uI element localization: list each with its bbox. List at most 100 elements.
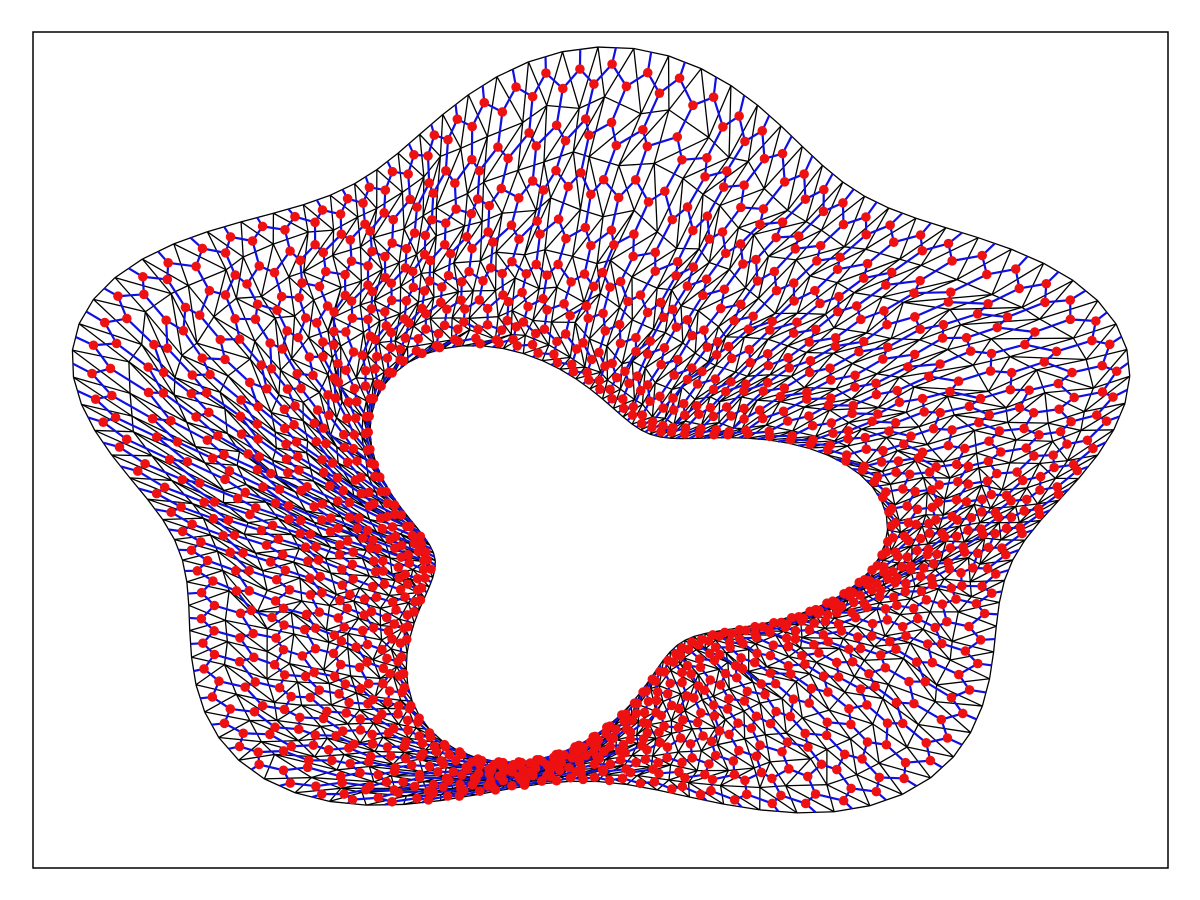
mesh-edge — [324, 547, 332, 559]
mesh-edge — [953, 414, 975, 431]
centroid — [394, 671, 405, 681]
centroid — [881, 547, 892, 557]
mesh-edge — [914, 460, 925, 478]
mesh-edge — [336, 446, 339, 464]
mesh-edge — [709, 261, 730, 270]
mesh-edge — [621, 328, 654, 365]
mesh-edge — [236, 451, 241, 466]
centroid — [628, 402, 639, 412]
mesh-edge — [303, 271, 315, 301]
mesh-edge — [890, 302, 904, 339]
mesh-edge — [826, 738, 851, 750]
mesh-edge — [297, 740, 316, 758]
mesh-edge — [502, 209, 537, 214]
mesh-edge — [824, 313, 835, 329]
mesh-edge — [873, 635, 886, 647]
mesh-edge — [697, 310, 719, 328]
mesh-edge — [662, 693, 682, 703]
centroid — [764, 426, 774, 437]
mesh-edge — [881, 264, 922, 298]
mesh-edge — [466, 136, 489, 194]
mesh-edge — [876, 373, 900, 378]
mesh-edge — [467, 181, 484, 195]
mesh-edge — [861, 428, 887, 439]
mesh-edge — [979, 507, 992, 523]
mesh-edge — [991, 337, 1074, 340]
centroid — [859, 461, 869, 472]
centroid — [360, 428, 371, 439]
mesh-edge — [394, 340, 408, 348]
mesh-edge — [305, 452, 312, 469]
mesh-edge — [413, 317, 431, 327]
centroid — [382, 498, 393, 509]
mesh-edge — [330, 434, 365, 452]
mesh-edge — [271, 411, 304, 422]
mesh-edge — [539, 286, 557, 290]
centroid — [366, 458, 376, 468]
centroid — [508, 334, 519, 345]
centroid — [411, 346, 422, 356]
mesh-edge — [927, 529, 940, 545]
mesh-edge — [257, 590, 268, 612]
mesh-edge — [379, 595, 390, 609]
mesh-edge — [844, 463, 861, 476]
mesh-edge — [291, 358, 329, 376]
mesh-edge — [151, 455, 224, 504]
mesh-edge — [543, 151, 574, 163]
mesh-edge — [433, 291, 459, 298]
mesh-edge — [290, 612, 295, 635]
mesh-edge — [589, 338, 608, 347]
centroid — [412, 585, 423, 595]
mesh-edge — [128, 361, 175, 396]
mesh-edge — [254, 340, 282, 371]
mesh-edge — [937, 588, 959, 613]
centroid — [425, 732, 436, 742]
mesh-edge — [583, 293, 601, 303]
mesh-edge — [254, 317, 276, 342]
mesh-edge — [249, 341, 256, 360]
mesh-edge — [373, 285, 401, 302]
mesh-edge — [501, 170, 519, 214]
mesh-edge — [303, 229, 335, 273]
mesh-edge — [644, 367, 656, 384]
mesh-edge — [810, 748, 828, 760]
mesh-edge — [835, 388, 853, 400]
mesh-edge — [781, 680, 797, 699]
mesh-edge — [919, 339, 948, 351]
mesh-edge — [861, 411, 907, 430]
mesh-edge — [359, 709, 374, 724]
mesh-edge — [372, 237, 400, 264]
centroid — [636, 418, 647, 429]
mesh-edge — [187, 285, 215, 318]
centroid — [399, 623, 410, 633]
mesh-edge — [910, 598, 931, 613]
mesh-edge — [602, 165, 620, 217]
mesh-edge — [525, 334, 550, 346]
mesh-edge — [483, 181, 503, 214]
mesh-edge — [298, 737, 328, 742]
mesh-edge — [596, 210, 635, 264]
mesh-edge — [532, 288, 540, 321]
centroid — [449, 334, 460, 345]
centroid — [471, 333, 481, 344]
mesh-edge — [1007, 392, 1046, 423]
mesh-edge — [330, 572, 361, 589]
mesh-edge — [517, 161, 545, 171]
mesh-edge — [362, 332, 368, 356]
mesh-edge — [532, 319, 552, 323]
mesh-edge — [336, 765, 370, 771]
centroid — [607, 393, 617, 404]
mesh-edge — [972, 364, 990, 392]
mesh-edge — [219, 391, 276, 433]
mesh-edge — [453, 221, 483, 264]
mesh-edge — [495, 209, 537, 253]
centroid — [594, 375, 605, 386]
mesh-edge — [331, 345, 342, 359]
mesh-edge — [863, 646, 875, 661]
centroid — [393, 656, 403, 667]
mesh-edge — [702, 157, 730, 195]
mesh-edge — [684, 710, 693, 730]
mesh-edge — [337, 462, 353, 486]
centroid — [361, 411, 372, 422]
mesh-edge — [277, 518, 293, 535]
